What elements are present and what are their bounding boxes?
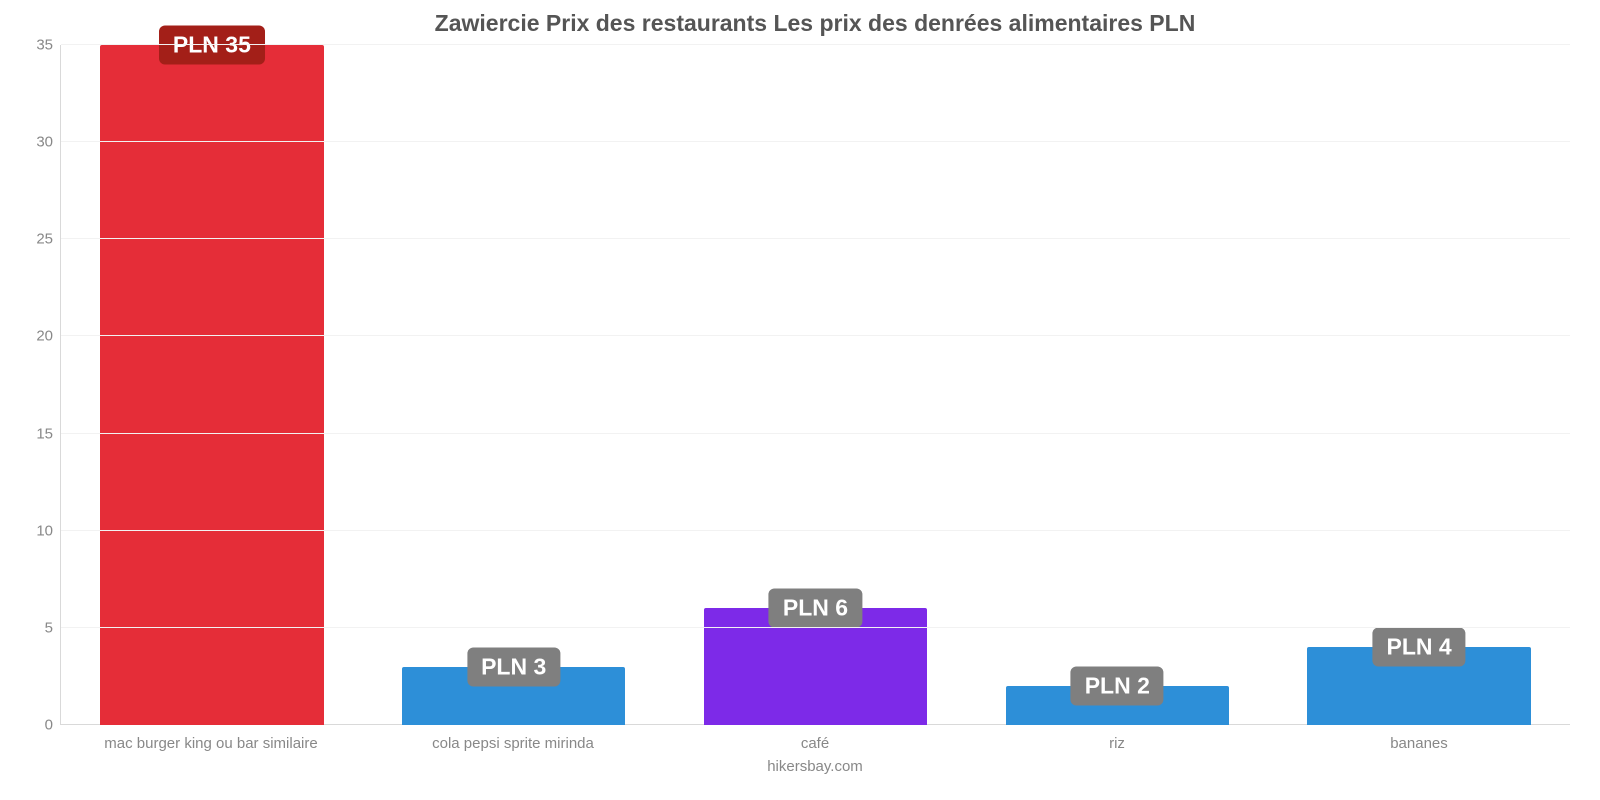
- value-badge: PLN 6: [769, 589, 862, 628]
- y-tick-label: 0: [45, 717, 53, 734]
- y-tick-label: 25: [36, 231, 53, 248]
- y-tick-label: 10: [36, 522, 53, 539]
- bar-slot: PLN 4: [1268, 45, 1570, 725]
- grid-line: [61, 238, 1570, 239]
- y-tick-label: 30: [36, 134, 53, 151]
- bar: PLN 4: [1307, 647, 1530, 725]
- x-tick-label: mac burger king ou bar similaire: [60, 735, 362, 752]
- bar-slot: PLN 2: [966, 45, 1268, 725]
- x-axis-labels: mac burger king ou bar similairecola pep…: [60, 735, 1570, 752]
- bars-group: PLN 35 PLN 3 PLN 6 PLN 2 PLN 4: [61, 45, 1570, 725]
- bar: PLN 3: [402, 667, 625, 725]
- value-badge: PLN 2: [1071, 667, 1164, 706]
- y-tick-label: 15: [36, 425, 53, 442]
- bar-slot: PLN 6: [665, 45, 967, 725]
- bar-slot: PLN 35: [61, 45, 363, 725]
- grid-line: [61, 44, 1570, 45]
- chart-title: Zawiercie Prix des restaurants Les prix …: [60, 10, 1570, 37]
- y-tick-label: 5: [45, 619, 53, 636]
- x-tick-label: cola pepsi sprite mirinda: [362, 735, 664, 752]
- value-badge: PLN 35: [159, 26, 265, 65]
- grid-line: [61, 433, 1570, 434]
- value-badge: PLN 3: [467, 647, 560, 686]
- plot-area: PLN 35PLN 3PLN 6PLN 2PLN 4 0510152025303…: [60, 45, 1570, 725]
- grid-line: [61, 530, 1570, 531]
- bar: PLN 2: [1006, 686, 1229, 725]
- bar-slot: PLN 3: [363, 45, 665, 725]
- grid-line: [61, 141, 1570, 142]
- y-tick-label: 35: [36, 37, 53, 54]
- price-bar-chart: Zawiercie Prix des restaurants Les prix …: [0, 0, 1600, 800]
- y-tick-label: 20: [36, 328, 53, 345]
- value-badge: PLN 4: [1372, 628, 1465, 667]
- x-tick-label: riz: [966, 735, 1268, 752]
- chart-source: hikersbay.com: [60, 758, 1570, 775]
- grid-line: [61, 627, 1570, 628]
- bar: PLN 35: [100, 45, 323, 725]
- x-tick-label: bananes: [1268, 735, 1570, 752]
- grid-line: [61, 335, 1570, 336]
- x-tick-label: café: [664, 735, 966, 752]
